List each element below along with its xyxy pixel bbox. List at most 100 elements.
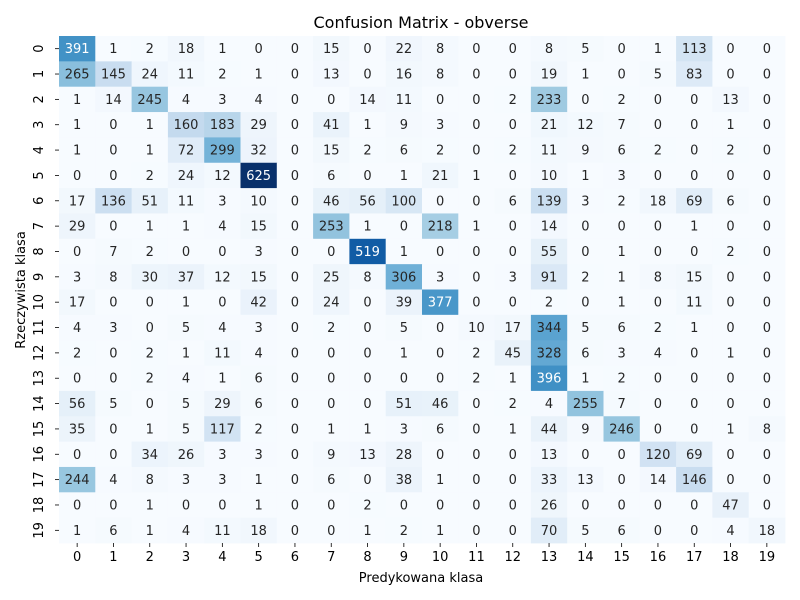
cell-value-label: 0: [618, 42, 626, 57]
heatmap-cell: [530, 264, 568, 290]
cell-value-label: 72: [178, 144, 195, 159]
heatmap-cell: [422, 264, 459, 290]
heatmap-cell: [748, 466, 786, 493]
cell-value-label: 3: [255, 321, 263, 336]
heatmap-cell: [494, 137, 532, 164]
heatmap-cell: [676, 36, 713, 62]
heatmap-cell: [676, 466, 713, 493]
heatmap-cell: [59, 441, 96, 468]
heatmap-cell: [385, 441, 423, 468]
heatmap-cell: [204, 340, 241, 366]
cell-value-label: 183: [210, 118, 235, 133]
cell-value-label: 1: [146, 422, 154, 437]
y-tick-label: 8: [32, 247, 47, 255]
heatmap-cell: [639, 238, 677, 265]
cell-value-label: 0: [763, 194, 771, 209]
heatmap-cell: [567, 517, 604, 544]
cell-value-label: 246: [609, 422, 634, 437]
cell-value-label: 0: [618, 473, 626, 488]
heatmap-cell: [458, 340, 495, 366]
heatmap-cell: [276, 441, 314, 468]
cell-value-label: 328: [537, 346, 562, 361]
cell-value-label: 2: [146, 169, 154, 184]
heatmap-cell: [349, 314, 387, 341]
cell-value-label: 37: [178, 270, 195, 285]
cell-value-label: 1: [472, 169, 480, 184]
cell-value-label: 0: [763, 169, 771, 184]
heatmap-cell: [567, 213, 604, 240]
heatmap-cell: [385, 188, 423, 214]
heatmap-cell: [603, 86, 641, 113]
heatmap-cell: [276, 466, 314, 493]
cell-value-label: 0: [146, 296, 154, 311]
cell-value-label: 0: [726, 372, 734, 387]
heatmap-cell: [712, 238, 750, 265]
cell-value-label: 0: [73, 169, 81, 184]
heatmap-cell: [712, 289, 750, 316]
cell-value-label: 2: [146, 245, 154, 260]
cell-value-label: 8: [545, 42, 553, 57]
heatmap-cell: [240, 86, 278, 113]
cell-value-label: 3: [400, 422, 408, 437]
heatmap-cell: [385, 86, 423, 113]
cell-value-label: 3: [581, 194, 589, 209]
cell-value-label: 25: [323, 270, 340, 285]
cell-value-label: 0: [291, 346, 299, 361]
cell-value-label: 0: [726, 169, 734, 184]
heatmap-cell: [458, 238, 495, 265]
cell-value-label: 0: [654, 372, 662, 387]
cell-value-label: 6: [618, 524, 626, 539]
heatmap-cell: [422, 416, 459, 442]
heatmap-cell: [240, 492, 278, 519]
cell-value-label: 4: [109, 473, 117, 488]
heatmap-cell: [676, 213, 713, 240]
y-tick-label: 12: [32, 345, 47, 362]
cell-value-label: 12: [214, 270, 231, 285]
cell-value-label: 1: [400, 169, 408, 184]
cell-value-label: 2: [726, 144, 734, 159]
heatmap-cell: [422, 213, 459, 240]
heatmap-cell: [385, 61, 423, 88]
cell-value-label: 5: [581, 321, 589, 336]
cell-value-label: 0: [472, 524, 480, 539]
heatmap-cell: [204, 238, 241, 265]
cell-value-label: 0: [763, 498, 771, 513]
cell-value-label: 0: [509, 245, 517, 260]
x-tick-label: 13: [541, 550, 558, 565]
cell-value-label: 0: [73, 372, 81, 387]
cell-value-label: 0: [109, 296, 117, 311]
heatmap-cell: [385, 137, 423, 164]
cell-value-label: 8: [436, 42, 444, 57]
cell-value-label: 41: [323, 118, 340, 133]
cell-value-label: 244: [65, 473, 90, 488]
cell-value-label: 0: [73, 448, 81, 463]
cell-value-label: 5: [182, 397, 190, 412]
heatmap-cell: [676, 314, 713, 341]
cell-value-label: 0: [763, 473, 771, 488]
cell-value-label: 51: [396, 397, 413, 412]
heatmap-cell: [240, 112, 278, 138]
cell-value-label: 0: [726, 68, 734, 83]
x-tick-label: 2: [146, 550, 154, 565]
cell-value-label: 21: [541, 118, 558, 133]
y-tick-label: 7: [32, 222, 47, 230]
heatmap-cell: [167, 137, 205, 164]
cell-value-label: 0: [726, 473, 734, 488]
heatmap-cell: [530, 137, 568, 164]
cell-value-label: 17: [69, 194, 86, 209]
cell-value-label: 1: [73, 144, 81, 159]
heatmap-cell: [530, 314, 568, 341]
heatmap-cell: [567, 61, 604, 88]
heatmap-cell: [639, 86, 677, 113]
heatmap-cell: [458, 441, 495, 468]
cell-value-label: 2: [509, 93, 517, 108]
cell-value-label: 6: [436, 422, 444, 437]
cell-value-label: 1: [581, 68, 589, 83]
y-tick-label: 13: [32, 370, 47, 387]
heatmap-cell: [204, 213, 241, 240]
heatmap-cell: [204, 264, 241, 290]
heatmap-cell: [313, 238, 350, 265]
heatmap-cell: [204, 466, 241, 493]
cell-value-label: 1: [182, 220, 190, 235]
cell-value-label: 3: [618, 346, 626, 361]
